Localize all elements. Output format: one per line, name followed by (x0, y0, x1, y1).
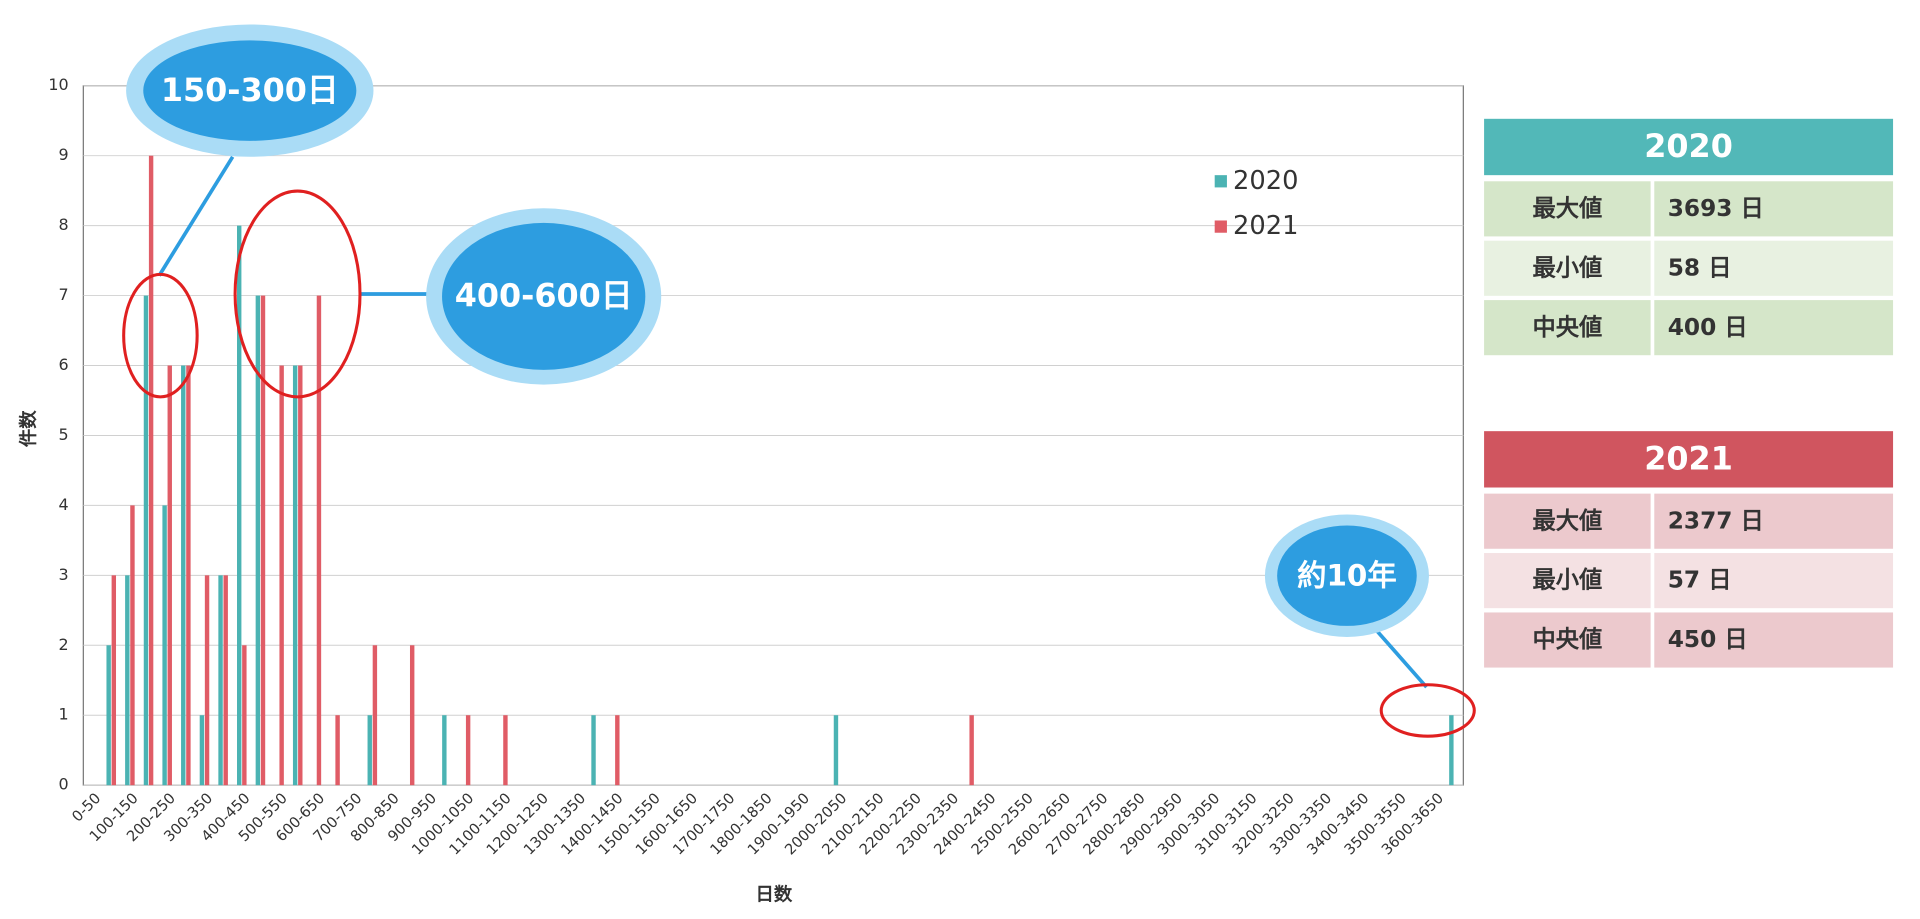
bar (335, 715, 340, 786)
table-cell (1654, 553, 1894, 609)
legend-swatch (1214, 175, 1227, 188)
legend-label: 2020 (1233, 166, 1298, 196)
bar (204, 575, 210, 786)
table-cell (1654, 240, 1894, 296)
bar (223, 575, 228, 786)
table-header (1484, 118, 1894, 176)
bar (316, 295, 322, 786)
y-tick-label: 10 (48, 75, 68, 94)
table-cell (1484, 181, 1651, 237)
row-label: 中央値 (1532, 314, 1602, 341)
bar (130, 505, 135, 786)
y-tick-label: 6 (58, 355, 68, 374)
bar (409, 645, 415, 786)
bar (106, 645, 111, 786)
table-title: 2020 (1644, 127, 1733, 165)
highlight-ring (233, 189, 362, 399)
x-axis-label: 日数 (756, 883, 793, 905)
bar (503, 715, 508, 786)
bar (125, 575, 130, 786)
callout-label: 150-300日 (161, 71, 339, 109)
callout-line (1370, 623, 1428, 689)
bar (199, 715, 205, 786)
legend-label: 2021 (1233, 211, 1298, 241)
callout-label: 約10年 (1297, 558, 1397, 592)
row-value: 58 日 (1668, 254, 1732, 281)
y-tick-label: 4 (58, 495, 68, 514)
callout-label: 400-600日 (455, 277, 633, 315)
row-label: 中央値 (1532, 626, 1602, 653)
table-cell (1484, 612, 1651, 668)
bar (969, 715, 974, 786)
bar (833, 715, 839, 786)
row-label: 最小値 (1532, 254, 1602, 281)
bar (615, 715, 620, 786)
row-value: 400 日 (1668, 314, 1748, 341)
row-value: 57 日 (1668, 567, 1732, 594)
bar (162, 505, 167, 786)
table-header (1484, 431, 1894, 488)
bar (298, 365, 303, 786)
bar (186, 365, 191, 786)
y-tick-label: 2 (58, 635, 68, 654)
bar (237, 225, 242, 786)
bar (442, 715, 447, 786)
table-cell (1654, 181, 1894, 237)
callout-bubble (1277, 525, 1417, 626)
table-cell (1484, 240, 1651, 296)
bar (591, 715, 596, 786)
table-cell (1654, 493, 1894, 549)
y-tick-label: 5 (58, 425, 68, 444)
row-label: 最大値 (1532, 195, 1602, 222)
callout-line (157, 155, 235, 277)
table-cell (1484, 553, 1651, 609)
bar (111, 575, 117, 786)
bar (143, 295, 149, 786)
row-label: 最小値 (1532, 567, 1602, 594)
table-cell (1654, 300, 1894, 356)
table-title: 2021 (1644, 440, 1733, 478)
bar (181, 365, 186, 786)
bar (279, 365, 284, 786)
highlight-ring (122, 272, 199, 399)
bar (260, 295, 266, 786)
row-label: 最大値 (1532, 507, 1602, 534)
legend-swatch (1214, 220, 1227, 233)
y-tick-label: 0 (58, 775, 68, 794)
bar (1449, 715, 1454, 786)
callout-bubble (442, 222, 646, 370)
table-cell (1484, 493, 1651, 549)
bar (465, 715, 471, 786)
row-value: 3693 日 (1668, 195, 1764, 222)
y-tick-label: 1 (58, 705, 68, 724)
y-tick-label: 3 (58, 565, 68, 584)
y-axis-label: 件数 (17, 410, 39, 447)
bar (367, 715, 372, 786)
bar (167, 365, 172, 786)
table-cell (1484, 300, 1651, 356)
bar (242, 645, 247, 786)
bar (255, 295, 261, 786)
table-cell (1654, 612, 1894, 668)
y-tick-label: 7 (58, 285, 68, 304)
row-value: 450 日 (1668, 626, 1748, 653)
highlight-ring (1379, 683, 1476, 738)
y-tick-label: 9 (58, 145, 68, 164)
y-tick-label: 8 (58, 215, 68, 234)
bar (372, 645, 378, 786)
row-value: 2377 日 (1668, 507, 1764, 534)
bar (218, 575, 223, 786)
bar (292, 365, 298, 786)
bar (148, 155, 154, 786)
callout-bubble (143, 40, 357, 141)
